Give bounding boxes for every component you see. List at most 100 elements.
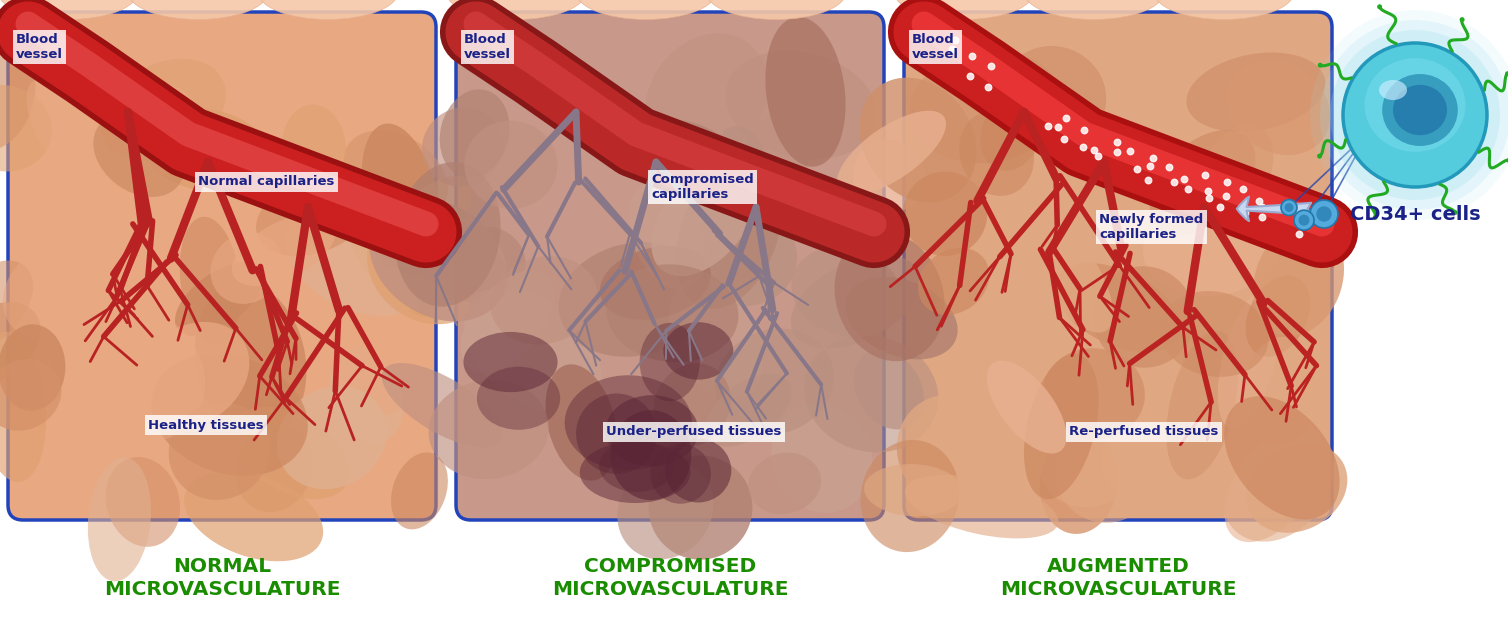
- Ellipse shape: [792, 255, 921, 349]
- Ellipse shape: [846, 277, 958, 359]
- Ellipse shape: [766, 17, 846, 167]
- Ellipse shape: [1452, 210, 1458, 215]
- Ellipse shape: [1316, 154, 1323, 158]
- Ellipse shape: [894, 0, 1034, 20]
- Point: [1231, 184, 1255, 195]
- Point: [1250, 202, 1274, 212]
- Ellipse shape: [639, 323, 700, 401]
- Point: [939, 45, 964, 55]
- Ellipse shape: [3, 235, 124, 340]
- Ellipse shape: [668, 278, 763, 400]
- Text: Normal capillaries: Normal capillaries: [198, 176, 335, 188]
- Ellipse shape: [860, 78, 977, 202]
- Ellipse shape: [110, 83, 199, 176]
- Ellipse shape: [959, 111, 1034, 196]
- Ellipse shape: [380, 176, 472, 269]
- Ellipse shape: [980, 97, 1042, 171]
- Ellipse shape: [93, 113, 184, 197]
- Ellipse shape: [0, 332, 47, 482]
- Ellipse shape: [490, 256, 597, 345]
- Ellipse shape: [905, 475, 1059, 539]
- Ellipse shape: [382, 363, 502, 448]
- Ellipse shape: [804, 335, 938, 452]
- Point: [959, 51, 983, 61]
- Ellipse shape: [464, 287, 602, 416]
- Text: Blood
vessel: Blood vessel: [464, 33, 511, 61]
- Ellipse shape: [106, 457, 179, 547]
- Ellipse shape: [1294, 210, 1313, 230]
- Ellipse shape: [258, 0, 398, 20]
- Ellipse shape: [347, 212, 440, 317]
- Ellipse shape: [0, 31, 36, 152]
- Ellipse shape: [1365, 59, 1466, 152]
- Ellipse shape: [428, 380, 549, 479]
- Ellipse shape: [1228, 60, 1330, 155]
- Ellipse shape: [1039, 432, 1117, 534]
- Point: [1197, 193, 1221, 203]
- Ellipse shape: [1285, 203, 1294, 212]
- Ellipse shape: [128, 0, 268, 20]
- Point: [1193, 170, 1217, 181]
- Ellipse shape: [706, 373, 792, 446]
- Ellipse shape: [1218, 291, 1280, 429]
- Ellipse shape: [1166, 331, 1238, 480]
- Point: [1214, 191, 1238, 201]
- Ellipse shape: [1015, 203, 1113, 333]
- Ellipse shape: [1154, 0, 1294, 20]
- Ellipse shape: [617, 461, 713, 559]
- Text: Under-perfused tissues: Under-perfused tissues: [606, 425, 781, 438]
- Point: [1105, 147, 1129, 157]
- Ellipse shape: [854, 350, 924, 429]
- Ellipse shape: [391, 452, 448, 529]
- Ellipse shape: [706, 0, 846, 20]
- Ellipse shape: [1310, 200, 1338, 228]
- Text: Blood
vessel: Blood vessel: [17, 33, 63, 61]
- Ellipse shape: [600, 246, 710, 320]
- Ellipse shape: [864, 464, 962, 516]
- Point: [1172, 174, 1196, 184]
- Ellipse shape: [897, 395, 1009, 508]
- Ellipse shape: [285, 209, 430, 316]
- Ellipse shape: [650, 444, 710, 504]
- Point: [1176, 183, 1200, 193]
- Ellipse shape: [564, 375, 692, 470]
- Ellipse shape: [464, 121, 558, 209]
- Ellipse shape: [1024, 354, 1098, 499]
- Ellipse shape: [231, 407, 350, 499]
- Ellipse shape: [909, 51, 1063, 163]
- Point: [1119, 146, 1143, 156]
- Point: [1036, 121, 1060, 131]
- Ellipse shape: [332, 328, 419, 417]
- Ellipse shape: [0, 0, 139, 20]
- Ellipse shape: [1224, 425, 1326, 542]
- Point: [1142, 153, 1166, 163]
- Ellipse shape: [1093, 266, 1194, 368]
- Ellipse shape: [1024, 0, 1164, 20]
- Ellipse shape: [0, 359, 62, 431]
- Point: [1053, 134, 1077, 144]
- Ellipse shape: [576, 0, 716, 20]
- Point: [1083, 144, 1107, 155]
- Ellipse shape: [558, 242, 710, 357]
- Ellipse shape: [854, 139, 924, 212]
- Ellipse shape: [651, 163, 757, 276]
- Text: AUGMENTED
MICROVASCULATURE: AUGMENTED MICROVASCULATURE: [1000, 557, 1237, 599]
- Ellipse shape: [256, 175, 371, 256]
- Ellipse shape: [477, 367, 559, 430]
- Ellipse shape: [1330, 30, 1500, 200]
- Ellipse shape: [748, 453, 820, 514]
- Ellipse shape: [195, 283, 306, 439]
- Ellipse shape: [232, 214, 336, 286]
- Ellipse shape: [1378, 80, 1407, 100]
- Ellipse shape: [1196, 124, 1273, 226]
- Ellipse shape: [461, 270, 555, 372]
- Ellipse shape: [1377, 4, 1383, 10]
- FancyBboxPatch shape: [8, 12, 436, 520]
- Ellipse shape: [235, 425, 314, 512]
- Point: [1157, 162, 1181, 172]
- FancyBboxPatch shape: [455, 12, 884, 520]
- Ellipse shape: [1383, 74, 1458, 146]
- Ellipse shape: [1187, 53, 1326, 132]
- Point: [1250, 212, 1274, 222]
- Ellipse shape: [1246, 275, 1310, 357]
